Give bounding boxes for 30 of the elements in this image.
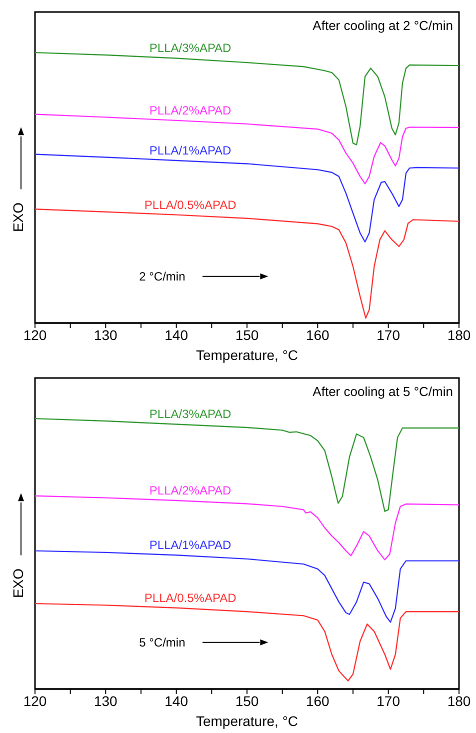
- x-tick-label: 130: [94, 692, 118, 709]
- x-tick-label: 170: [376, 692, 400, 709]
- x-tick-label: 160: [306, 326, 330, 343]
- x-tick-label: 150: [235, 326, 259, 343]
- series-label: PLLA/0.5%APAD: [144, 198, 237, 212]
- series-label: PLLA/2%APAD: [149, 484, 232, 498]
- annotation: 5 °C/min: [139, 635, 186, 650]
- x-tick-label: 130: [94, 326, 118, 343]
- series-label: PLLA/2%APAD: [149, 103, 232, 118]
- x-axis-title: Temperature, °C: [196, 713, 298, 729]
- x-tick-label: 150: [235, 692, 259, 709]
- y-axis-title: EXO: [10, 202, 26, 232]
- x-tick-label: 160: [306, 692, 330, 709]
- series-label: PLLA/3%APAD: [149, 41, 232, 56]
- text: After cooling at 2 °C/min: [312, 18, 453, 33]
- x-tick-label: 120: [23, 326, 47, 343]
- series-label: PLLA/3%APAD: [149, 407, 232, 422]
- x-tick-label: 180: [447, 692, 471, 709]
- series-label: PLLA/0.5%APAD: [144, 590, 237, 605]
- x-tick-label: 140: [164, 326, 188, 343]
- series-label: PLLA/1%APAD: [149, 143, 232, 158]
- y-axis-title: EXO: [10, 568, 26, 598]
- x-tick-label: 170: [376, 326, 400, 343]
- x-tick-label: 180: [447, 326, 471, 343]
- x-axis-title: Temperature, °C: [196, 347, 298, 363]
- x-tick-label: 120: [23, 692, 47, 709]
- x-tick-label: 140: [164, 692, 188, 709]
- text: After cooling at 5 °C/min: [312, 384, 453, 399]
- annotation: 2 °C/min: [139, 269, 186, 284]
- series-label: PLLA/1%APAD: [149, 538, 232, 552]
